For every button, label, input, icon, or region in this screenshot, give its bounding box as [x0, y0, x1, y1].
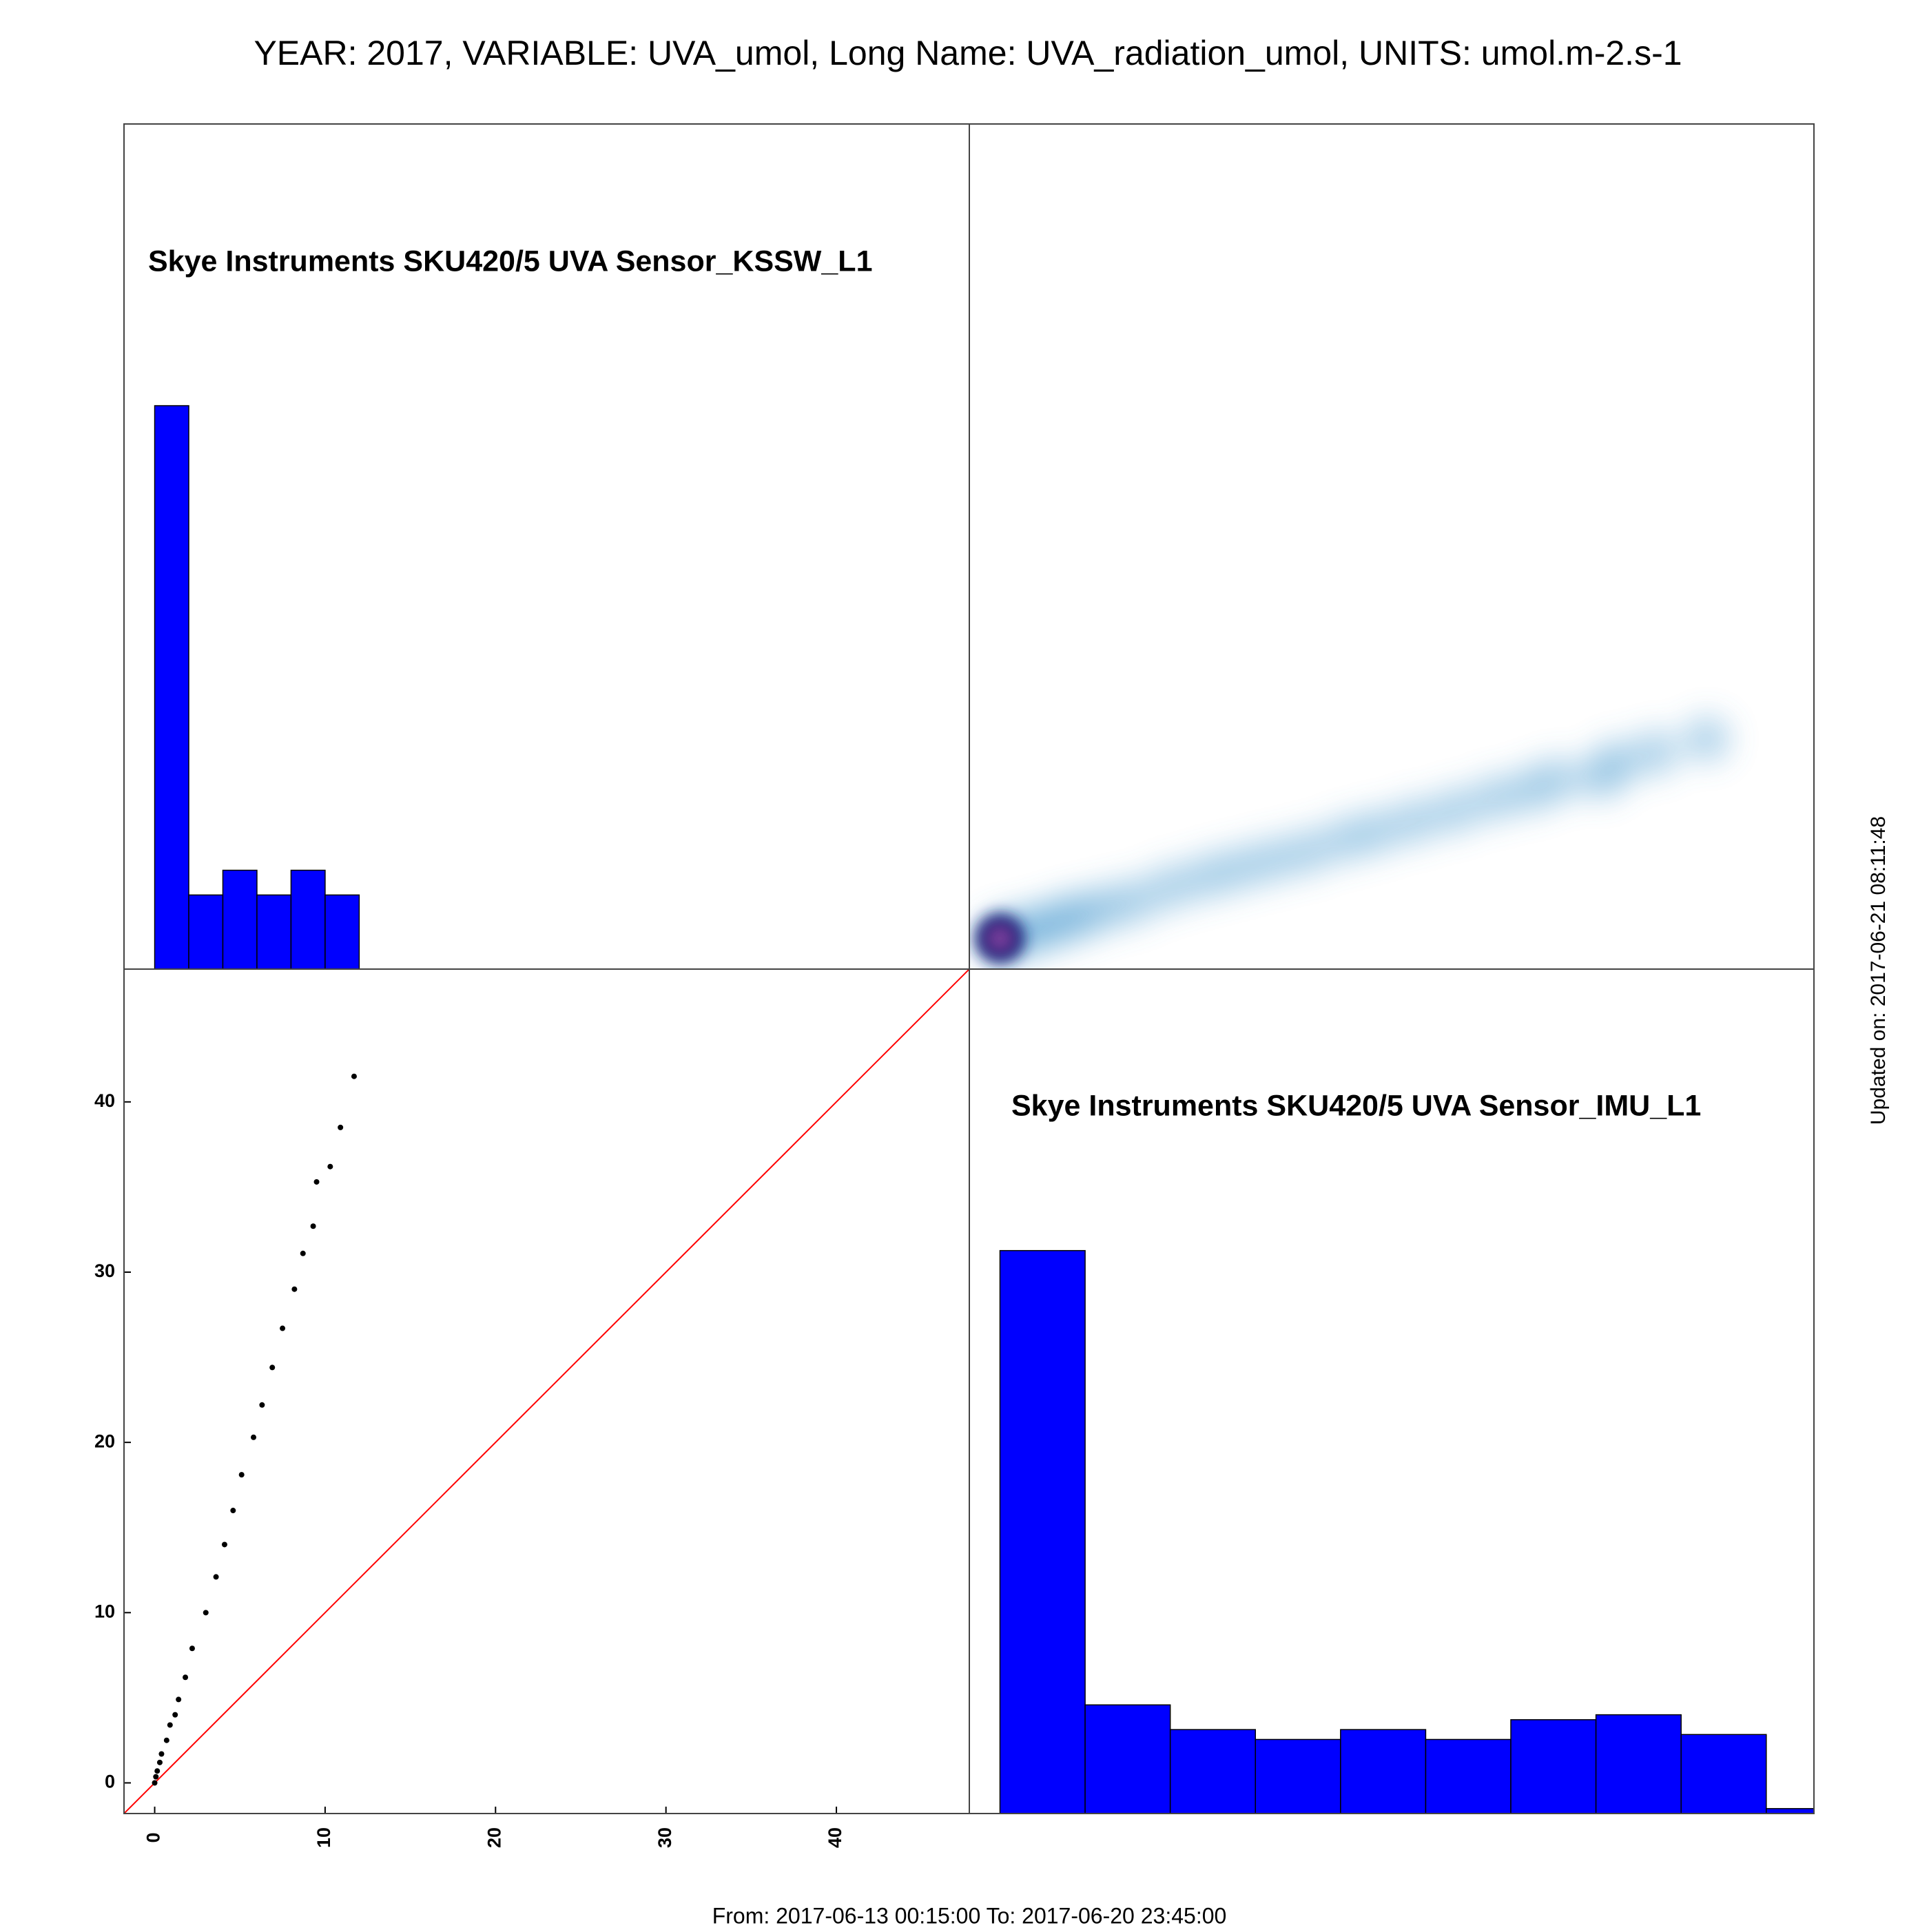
scatter-point [310, 1223, 316, 1229]
y-tick-label: 30 [94, 1260, 115, 1281]
histogram-bar [256, 894, 292, 970]
panels: 0 10 20 30 40 0 10 20 30 40 [94, 405, 1814, 1848]
scatter-point [152, 1780, 158, 1786]
updated: Updated on: 2017-06-21 08:11:48 [1867, 816, 1890, 1125]
scatter-point [154, 1768, 161, 1774]
density-blur [976, 716, 1731, 962]
density-blob [1593, 739, 1640, 787]
scatter-point [183, 1674, 189, 1681]
scatter-point [327, 1163, 333, 1170]
density-blob [1392, 797, 1439, 844]
scatter-point [153, 1774, 159, 1780]
y-tick-label: 0 [105, 1772, 115, 1792]
density-blob [1111, 877, 1158, 925]
histogram-bar [1255, 1738, 1341, 1814]
density-blob [1248, 836, 1296, 884]
density-blob [1354, 807, 1402, 855]
histogram-bar [290, 869, 326, 970]
scatter-point [203, 1610, 209, 1616]
y-tick-label: 40 [94, 1090, 115, 1111]
scatter-point [351, 1073, 357, 1079]
x-tick-label: 30 [654, 1827, 675, 1848]
histogram-bar [1595, 1714, 1682, 1814]
histogram-bar [188, 894, 224, 970]
histogram-bar [324, 894, 360, 970]
histogram-bar [1766, 1808, 1814, 1814]
histogram-bar [1169, 1729, 1257, 1814]
scatter-point [167, 1722, 173, 1728]
histogram [154, 405, 360, 970]
scatter-point [158, 1751, 165, 1757]
scatter-point [238, 1472, 245, 1478]
histogram-bar [1084, 1704, 1171, 1814]
scatter-point [172, 1712, 178, 1718]
histogram-bar [154, 405, 189, 970]
scatter-point [291, 1286, 298, 1292]
scatter-point [163, 1737, 169, 1743]
density-blob [1632, 729, 1680, 776]
density-blob [1431, 787, 1478, 834]
histogram-bar [1340, 1729, 1427, 1814]
scatter-point [189, 1645, 195, 1652]
panel-label: Skye Instruments SKU420/5 UVA Sensor_KSS… [148, 245, 872, 278]
y-tick-label: 10 [94, 1601, 115, 1621]
scatter-point [259, 1402, 265, 1408]
scatter-point [156, 1759, 163, 1765]
density-blob [1683, 716, 1731, 763]
scatter-point [269, 1364, 276, 1371]
x-tick-label: 20 [484, 1827, 504, 1848]
histogram-bar [222, 869, 258, 970]
scatter-point [313, 1178, 320, 1185]
scatter-point [300, 1250, 306, 1256]
x-tick-label: 0 [143, 1832, 164, 1842]
scatter-point [213, 1574, 219, 1580]
density-core [975, 913, 1025, 964]
scatter-point [280, 1325, 286, 1331]
panel-label: Skye Instruments SKU420/5 UVA Sensor_IMU… [1011, 1089, 1701, 1122]
footer: From: 2017-06-13 00:15:00 To: 2017-06-20… [712, 1903, 1227, 1928]
histogram-bar [1425, 1738, 1512, 1814]
scatter-point [230, 1508, 236, 1514]
histogram-bar [1680, 1734, 1767, 1814]
density-blob [1533, 756, 1580, 804]
scatter-point [221, 1541, 227, 1548]
density-panel [975, 716, 1731, 964]
density-blob [1284, 828, 1332, 875]
histogram [999, 1249, 1814, 1814]
y-tick-label: 20 [94, 1431, 115, 1451]
identity-line [124, 969, 969, 1814]
scatter-point [251, 1434, 257, 1440]
chart-title: YEAR: 2017, VARIABLE: UVA_umol, Long Nam… [254, 34, 1682, 72]
panel-frame [969, 968, 1815, 1814]
x-tick-label: 10 [313, 1827, 334, 1848]
histogram-bar [1510, 1719, 1597, 1814]
density-blob [1146, 864, 1194, 911]
x-tick-label: 40 [825, 1827, 845, 1848]
density-core-peak [989, 927, 1011, 950]
scatter-point [338, 1124, 344, 1130]
histogram-bar [999, 1249, 1086, 1814]
density-blob [1470, 775, 1518, 822]
scatter-panel [124, 969, 969, 1814]
scatter-point [176, 1696, 182, 1703]
